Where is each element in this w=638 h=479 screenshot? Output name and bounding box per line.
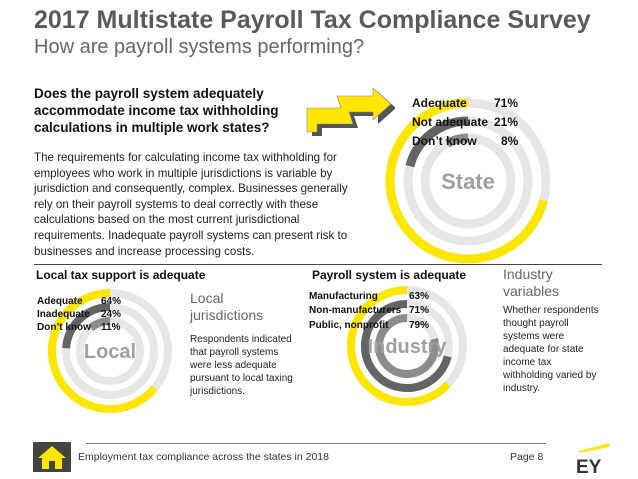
state-ring-don-t-know [445,133,469,148]
local-legend-inadequate-value: 24% [101,309,122,320]
local-side-text: Respondents indicated that payroll syste… [190,334,293,397]
state-ring-adequate [385,98,548,264]
industry-legend-public-nonprofit-value: 79% [409,320,430,331]
local-legend-adequate-value: 64% [101,296,122,307]
local-legend-adequate: Adequate [37,296,83,307]
local-legend-inadequate: Inadequate [37,309,90,320]
industry-legend-non-manufacturers: Non-manufacturers [309,305,402,316]
local-ring-inadequate [62,303,111,349]
state-legend-dont-know: Don’t know [412,134,477,148]
survey-question: Does the payroll system adequately accom… [34,86,279,135]
industry-legend-manufacturing: Manufacturing [309,291,378,302]
state-center-label: State [441,169,495,194]
local-ring-adequate [48,289,158,413]
page-title: 2017 Multistate Payroll Tax Compliance S… [34,6,591,34]
ey-logo-text: EY [576,457,602,475]
industry-ring-public-nonprofit [375,314,439,378]
local-ring-don-t-know [88,317,111,332]
local-section-heading: Local tax support is adequate [36,268,206,282]
zigzag-arrow-icon [306,87,395,136]
state-ring-not-adequate [405,116,469,168]
local-center-label: Local [84,341,136,363]
local-legend-dont-know: Don’t know [37,322,91,333]
page-number: Page 8 [510,451,544,463]
intro-paragraph: The requirements for calculating income … [34,151,348,258]
footer-text: Employment tax compliance across the sta… [78,451,329,463]
footer-divider [86,443,546,444]
industry-side-title: Industry variables [503,266,560,299]
state-legend-adequate: Adequate [412,96,467,110]
section-divider [34,264,602,265]
industry-side-text: Whether respondents thought payroll syst… [503,305,599,394]
home-icon [38,446,66,469]
local-side-title: Local jurisdictions [190,290,264,323]
state-legend-dont-know-value: 8% [501,134,519,148]
industry-ring-non-manufacturers [361,300,452,392]
industry-ring-manufacturing [347,286,451,406]
industry-center-label: Industry [368,336,448,358]
state-legend-not-adequate-value: 21% [494,115,519,129]
state-legend-adequate-value: 71% [494,96,519,110]
industry-section-heading: Payroll system is adequate [312,268,467,282]
ey-logo: EY [576,443,609,475]
home-button[interactable] [33,442,71,472]
page-subtitle: How are payroll systems performing? [34,36,365,58]
local-legend-dont-know-value: 11% [101,322,121,333]
state-legend-not-adequate: Not adequate [412,115,489,129]
industry-legend-non-manufacturers-value: 71% [409,305,430,316]
industry-legend-manufacturing-value: 63% [409,291,430,302]
industry-legend-public-nonprofit: Public, nonprofit [309,320,389,331]
